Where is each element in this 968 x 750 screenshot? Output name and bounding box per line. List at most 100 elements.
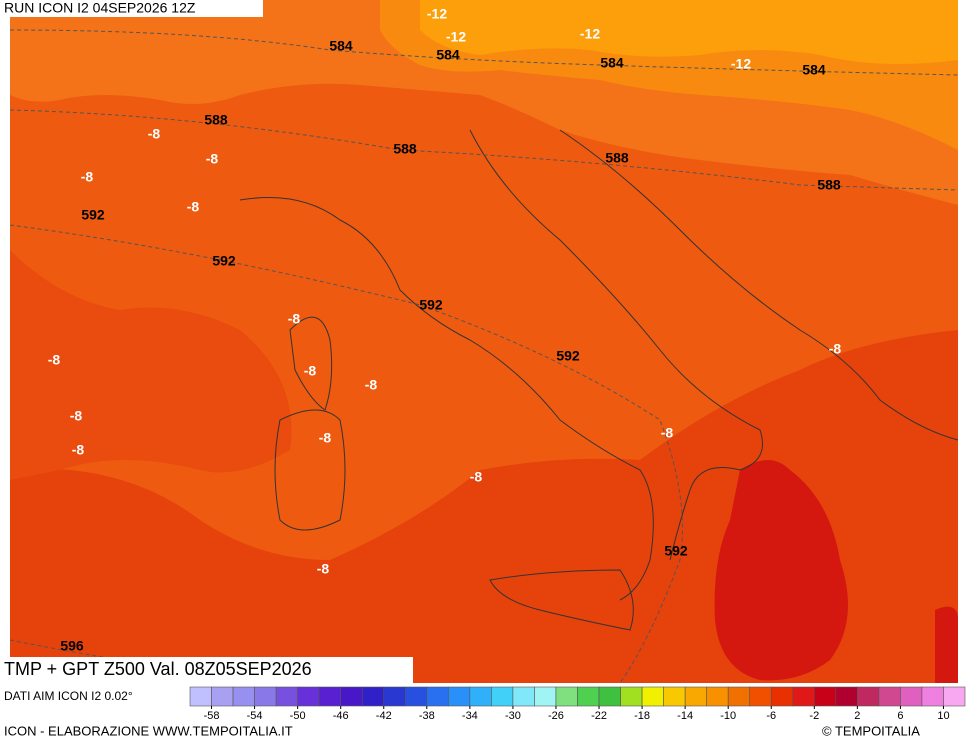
legend-label: 10 [937,710,949,722]
legend-swatch [878,686,901,707]
legend-swatch [921,686,944,707]
legend-swatch [684,686,707,707]
sardinia [274,409,346,531]
corsica [289,316,333,411]
legend-label: -30 [505,710,521,722]
coast-tyrrhenian [239,197,654,601]
legend-label: -42 [376,710,392,722]
legend-label: -50 [290,710,306,722]
legend-swatch [835,686,858,707]
contour-label: 588 [204,112,228,128]
isohypse [9,109,959,191]
legend-swatch [318,686,341,707]
legend-label: -38 [419,710,435,722]
contour-label: -8 [148,126,161,142]
isohypse [9,29,959,76]
contour-label: -8 [72,442,85,458]
contour-label: 584 [600,55,624,71]
copyright: © TEMPOITALIA [822,723,920,738]
region-cold [420,0,958,64]
legend-swatch [275,686,298,707]
legend-swatch [900,686,923,707]
contour-label: -8 [304,363,317,379]
credits: ICON - ELABORAZIONE WWW.TEMPOITALIA.IT [4,723,293,738]
contour-label: -8 [317,561,330,577]
legend-label: -46 [333,710,349,722]
legend-label: -26 [548,710,564,722]
legend-swatch [211,686,234,707]
contour-label: 592 [419,297,443,313]
contour-label: 592 [212,253,236,269]
legend-swatch [383,686,406,707]
contour-label: -8 [470,469,483,485]
contour-label: 588 [605,150,629,166]
legend-label: -34 [462,710,478,722]
contour-label: 588 [817,177,841,193]
legend-swatch [469,686,492,707]
legend-swatch [254,686,277,707]
legend-swatch [340,686,363,707]
footer-title-box [0,657,413,683]
region-very-hot [714,460,848,681]
footer-title: TMP + GPT Z500 Val. 08Z05SEP2026 [4,659,312,679]
contour-label: 584 [436,47,460,63]
contour-label: -12 [731,56,751,72]
contour-label: 588 [393,141,417,157]
legend-swatch [792,686,815,707]
legend-swatch [361,686,385,707]
legend-swatch [555,686,578,707]
contour-label: -8 [81,169,94,185]
coastlines [239,129,959,631]
region-very-hot-east [935,606,958,683]
contour-label: -8 [365,377,378,393]
sicily [489,569,634,631]
legend-label: 6 [897,710,903,722]
contour-label: -8 [288,311,301,327]
coast-adriatic [469,129,763,561]
contour-label: 592 [81,207,105,223]
legend-swatch [749,686,772,707]
legend-label: -18 [634,710,650,722]
isohypse [9,224,683,684]
contour-label: -8 [187,199,200,215]
legend-label: -54 [247,710,263,722]
contour-label: 596 [60,638,84,654]
legend-swatch [620,686,643,707]
legend-swatch [641,686,664,707]
legend-label: -10 [720,710,736,722]
legend-swatch [534,686,557,707]
legend-swatch [706,686,729,707]
header: RUN ICON I2 04SEP2026 12Z [4,0,196,16]
contour-label: -8 [829,341,842,357]
legend-label: -58 [204,710,220,722]
legend-swatch [512,686,535,707]
data-source: DATI AIM ICON I2 0.02° [4,689,133,703]
contour-label: 584 [329,38,353,54]
legend-swatch [857,686,880,707]
contour-label: -12 [427,6,447,22]
contour-label: -12 [446,29,466,45]
legend-swatch [770,686,794,707]
legend-swatch [663,686,686,707]
legend-swatch [404,686,428,707]
contour-label: -8 [661,425,674,441]
region-hot-west [10,250,292,480]
legend-label: -2 [809,710,819,722]
legend-swatch [491,686,514,707]
legend-label: 2 [854,710,860,722]
contour-label: -8 [48,352,61,368]
legend-swatch [232,686,255,707]
legend-swatch [814,686,837,707]
legend-swatch [577,686,600,707]
legend: -58 -54 -50 -46 -42 -38 -34 -30 -26 -22 -18 -14 -10-… [189,686,966,722]
legend-swatch [727,686,751,707]
legend-swatch [943,686,966,707]
legend-swatch [598,686,621,707]
legend-swatch [189,686,212,707]
contour-label: 584 [802,62,826,78]
coast-balkan [559,129,959,441]
